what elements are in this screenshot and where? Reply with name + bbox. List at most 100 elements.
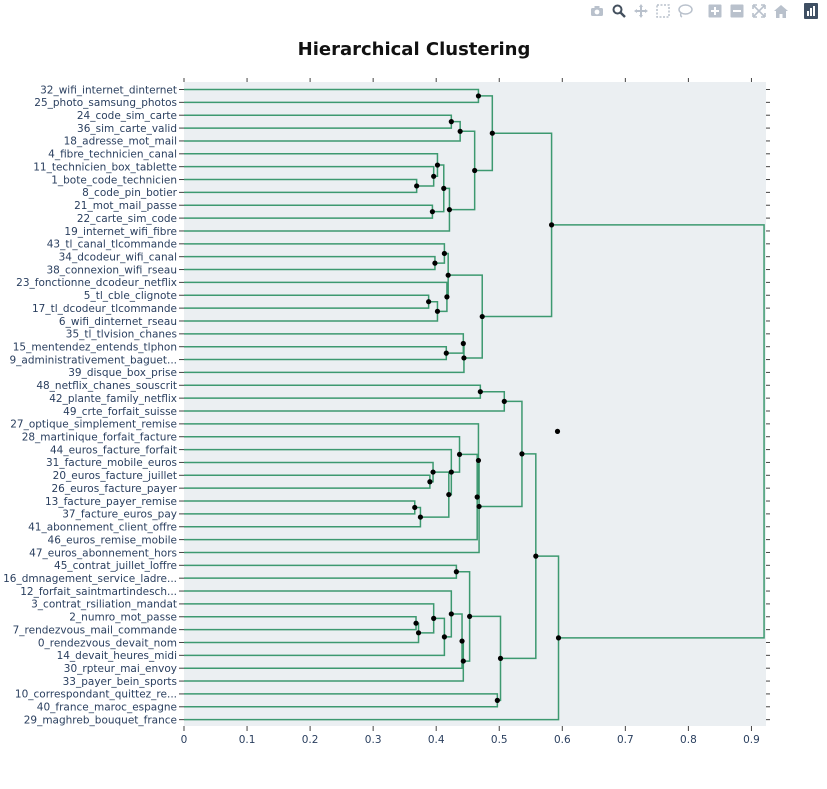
reset-axes-icon[interactable] xyxy=(771,2,791,20)
merge-node[interactable] xyxy=(446,491,452,498)
x-tick-label: 0.7 xyxy=(617,734,634,746)
leaf-label: 5_tl_cble_clignote xyxy=(84,290,177,302)
merge-node[interactable] xyxy=(459,638,465,644)
merge-node[interactable] xyxy=(489,130,495,136)
merge-node[interactable] xyxy=(444,294,450,300)
leaf-label: 22_carte_sim_code xyxy=(77,213,177,225)
autoscale-icon[interactable] xyxy=(749,2,769,20)
merge-node[interactable] xyxy=(456,451,463,458)
merge-node[interactable] xyxy=(461,355,467,361)
leaf-label: 13_facture_payer_remise xyxy=(45,496,177,508)
lasso-select-icon[interactable] xyxy=(675,2,695,20)
leaf-label: 28_martinique_forfait_facture xyxy=(22,432,177,444)
leaf-label: 21_mot_mail_passe xyxy=(74,200,177,212)
leaf-label: 12_forfait_saintmartindesch... xyxy=(20,586,177,598)
merge-node[interactable] xyxy=(415,630,422,636)
merge-node[interactable] xyxy=(448,119,454,125)
dendrogram-link[interactable] xyxy=(551,224,765,639)
leaf-label: 44_euros_facture_forfait xyxy=(50,444,177,456)
merge-node[interactable] xyxy=(475,93,482,99)
merge-node[interactable] xyxy=(427,479,433,485)
merge-node[interactable] xyxy=(474,494,480,500)
leaf-label: 19_internet_wifi_fibre xyxy=(64,226,177,238)
merge-node[interactable] xyxy=(494,697,500,703)
merge-node[interactable] xyxy=(460,658,466,664)
merge-node[interactable] xyxy=(414,183,420,189)
leaf-label: 39_disque_box_prise xyxy=(68,367,177,379)
leaf-label: 41_abonnement_client_offre xyxy=(28,522,177,534)
merge-node[interactable] xyxy=(434,308,441,314)
leaf-label: 20_euros_facture_juillet xyxy=(53,470,177,482)
merge-node[interactable] xyxy=(548,222,555,228)
merge-node[interactable] xyxy=(441,250,447,257)
leaf-label: 14_devait_heures_midi xyxy=(57,650,177,662)
pan-icon[interactable] xyxy=(631,2,651,20)
box-select-icon[interactable] xyxy=(653,2,673,20)
merge-node[interactable] xyxy=(446,207,453,213)
merge-node[interactable] xyxy=(412,504,418,511)
merge-node[interactable] xyxy=(476,503,482,510)
x-tick-label: 0 xyxy=(181,734,188,746)
merge-node[interactable] xyxy=(554,428,561,434)
merge-node[interactable] xyxy=(472,167,478,174)
zoom-in-icon[interactable] xyxy=(705,2,725,20)
merge-node[interactable] xyxy=(426,299,432,305)
leaf-label: 45_contrat_juillet_loffre xyxy=(54,560,177,572)
merge-node[interactable] xyxy=(432,260,438,266)
zoom-icon[interactable] xyxy=(609,2,629,20)
merge-node[interactable] xyxy=(555,635,562,641)
plotly-logo-icon[interactable] xyxy=(801,2,821,20)
leaf-label: 29_maghreb_bouquet_france xyxy=(24,714,177,726)
merge-node[interactable] xyxy=(431,173,437,179)
leaf-label: 38_connexion_wifi_rseau xyxy=(46,264,177,276)
leaf-label: 17_tl_dcodeur_tlcommande xyxy=(32,303,177,315)
merge-node[interactable] xyxy=(479,313,485,320)
merge-node[interactable] xyxy=(467,613,473,620)
merge-node[interactable] xyxy=(533,553,539,559)
x-tick-label: 0.2 xyxy=(302,734,319,746)
leaf-label: 33_payer_bein_sports xyxy=(63,676,177,688)
zoom-out-icon[interactable] xyxy=(727,2,747,20)
merge-node[interactable] xyxy=(441,185,447,191)
leaf-label: 37_facture_euros_pay xyxy=(62,509,177,521)
merge-node[interactable] xyxy=(460,340,466,347)
merge-node[interactable] xyxy=(430,469,436,475)
merge-node[interactable] xyxy=(477,389,483,395)
merge-node[interactable] xyxy=(448,611,454,617)
merge-node[interactable] xyxy=(443,350,449,356)
leaf-label: 16_dmnagement_service_ladre... xyxy=(3,573,177,585)
leaf-label: 34_dcodeur_wifi_canal xyxy=(59,251,177,263)
merge-node[interactable] xyxy=(441,634,447,640)
y-axis xyxy=(179,89,770,721)
leaf-label: 4_fibre_technicien_canal xyxy=(48,149,177,161)
merge-node[interactable] xyxy=(453,569,459,575)
chart-title: Hierarchical Clustering xyxy=(298,39,531,60)
leaf-label: 35_tl_tlvision_chanes xyxy=(66,329,177,341)
merge-node[interactable] xyxy=(434,162,441,168)
merge-node[interactable] xyxy=(431,615,437,621)
merge-node[interactable] xyxy=(445,272,451,278)
leaf-labels: 32_wifi_internet_dinternet25_photo_samsu… xyxy=(3,84,178,726)
leaf-label: 18_adresse_mot_mail xyxy=(64,136,177,148)
merge-node[interactable] xyxy=(417,514,424,520)
leaf-label: 3_contrat_rsiliation_mandat xyxy=(31,599,177,611)
merge-node[interactable] xyxy=(457,128,463,134)
x-tick-label: 0.4 xyxy=(428,734,445,746)
x-tick-label: 0.5 xyxy=(491,734,508,746)
merge-node[interactable] xyxy=(475,457,482,464)
leaf-label: 30_rpteur_mai_envoy xyxy=(64,663,177,675)
x-tick-label: 0.8 xyxy=(680,734,697,746)
merge-node[interactable] xyxy=(519,451,525,457)
merge-node[interactable] xyxy=(429,209,436,215)
merge-node[interactable] xyxy=(413,620,419,626)
leaf-label: 42_plante_family_netflix xyxy=(49,393,177,405)
x-tick-label: 0.9 xyxy=(743,734,760,746)
merge-node[interactable] xyxy=(448,469,454,475)
leaf-label: 11_technicien_box_tablette xyxy=(33,161,177,173)
leaf-label: 23_fonctionne_dcodeur_netflix xyxy=(16,277,177,289)
x-axis: 0 0.1 0.2 0.3 0.4 0.5 0.6 0.7 0.8 0.9 xyxy=(181,78,760,746)
merge-node[interactable] xyxy=(497,655,504,661)
leaf-label: 32_wifi_internet_dinternet xyxy=(40,84,177,96)
merge-node[interactable] xyxy=(501,398,507,404)
camera-icon[interactable] xyxy=(587,2,607,20)
